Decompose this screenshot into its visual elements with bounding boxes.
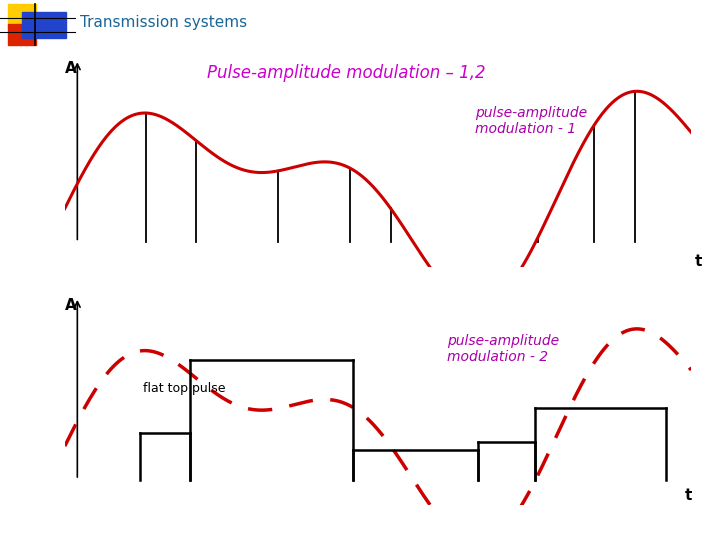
Text: t: t	[695, 254, 702, 269]
Bar	[8, 24, 36, 44]
Text: Transmission systems: Transmission systems	[80, 15, 247, 30]
Text: t: t	[685, 488, 693, 503]
Text: A: A	[65, 60, 76, 76]
Text: pulse-amplitude
modulation - 1: pulse-amplitude modulation - 1	[475, 106, 588, 136]
Text: flat top pulse: flat top pulse	[143, 382, 225, 395]
Text: pulse-amplitude
modulation - 2: pulse-amplitude modulation - 2	[447, 334, 559, 364]
Text: Pulse-amplitude modulation – 1,2: Pulse-amplitude modulation – 1,2	[207, 64, 486, 83]
Text: A: A	[65, 298, 76, 313]
Bar	[22, 12, 66, 38]
Bar	[8, 4, 36, 28]
